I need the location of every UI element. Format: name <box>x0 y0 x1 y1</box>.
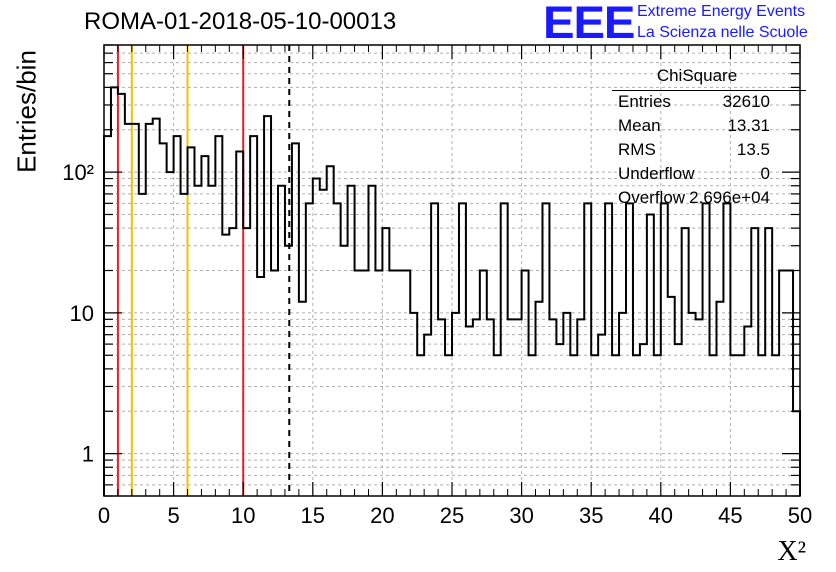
x-tick-label: 50 <box>788 503 812 528</box>
y-tick-label: 10 <box>70 301 94 326</box>
logo-line-1: Extreme Energy Events <box>637 3 806 20</box>
x-axis-label-text: X² <box>777 536 806 567</box>
x-tick-label: 5 <box>167 503 179 528</box>
stat-name: Overflow <box>618 188 686 207</box>
reference-lines <box>116 45 291 496</box>
stat-row-rms: RMS 13.5 <box>618 140 770 162</box>
stats-box: ChiSquare Entries 32610 Mean 13.31 RMS 1… <box>612 66 806 207</box>
x-tick-label: 0 <box>98 503 110 528</box>
stat-value: 13.5 <box>736 140 770 159</box>
tick-labels: 0 5 10 15 20 25 30 35 40 45 50 1 10 10² <box>62 160 812 528</box>
x-tick-label: 40 <box>649 503 673 528</box>
y-tick-label: 10² <box>62 160 94 185</box>
axis-ticks <box>103 44 801 497</box>
stat-value: 2.696e+04 <box>689 188 770 207</box>
stats-title-rule <box>612 90 806 91</box>
stat-row-overflow: Overflow 2.696e+04 <box>618 188 770 210</box>
eee-logo: EEE <box>543 0 635 48</box>
stat-name: Underflow <box>618 164 695 183</box>
x-tick-label: 15 <box>301 503 325 528</box>
histogram-series <box>103 86 801 496</box>
x-tick-label: 45 <box>718 503 742 528</box>
x-axis-label: X² <box>777 536 806 568</box>
stat-row-mean: Mean 13.31 <box>618 116 770 138</box>
chart-title: ROMA-01-2018-05-10-00013 <box>84 8 397 35</box>
grid-lines <box>104 44 800 497</box>
stat-row-entries: Entries 32610 <box>618 92 770 114</box>
y-tick-label: 1 <box>82 442 94 467</box>
logo-line-2: La Scienza nelle Scuole <box>637 24 808 41</box>
x-tick-label: 10 <box>231 503 255 528</box>
stats-title: ChiSquare <box>656 66 738 85</box>
x-tick-label: 35 <box>579 503 603 528</box>
stat-name: Mean <box>618 116 661 135</box>
stat-value: 0 <box>760 164 770 183</box>
stat-name: Entries <box>618 92 671 111</box>
x-tick-label: 30 <box>509 503 533 528</box>
stat-name: RMS <box>618 140 656 159</box>
x-tick-label: 20 <box>370 503 394 528</box>
stat-row-underflow: Underflow 0 <box>618 164 770 186</box>
y-axis-label: Entries/bin <box>11 50 42 173</box>
x-tick-label: 25 <box>440 503 464 528</box>
stat-value: 32610 <box>722 92 770 111</box>
stat-value: 13.31 <box>727 116 770 135</box>
